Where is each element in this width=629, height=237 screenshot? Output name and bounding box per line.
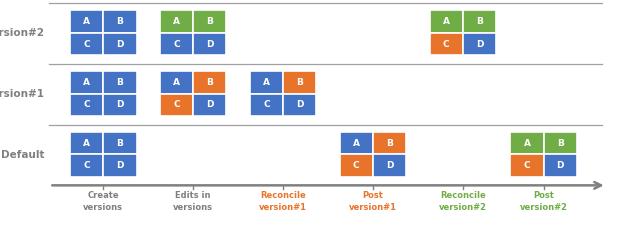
Text: B: B (386, 139, 393, 148)
Bar (283, 71, 316, 94)
Text: B: B (206, 78, 213, 87)
Bar (193, 33, 226, 55)
Bar (250, 71, 283, 94)
Bar (193, 71, 226, 94)
Bar (70, 132, 103, 154)
Text: A: A (173, 78, 180, 87)
Text: C: C (353, 161, 360, 170)
Text: Version#2: Version#2 (0, 28, 45, 38)
Bar (430, 10, 463, 33)
Text: A: A (353, 139, 360, 148)
Bar (193, 94, 226, 116)
Bar (160, 33, 193, 55)
Bar (70, 154, 103, 177)
Text: C: C (84, 40, 90, 49)
Text: B: B (476, 17, 483, 26)
Text: Post
version#2: Post version#2 (520, 191, 567, 212)
Bar (70, 94, 103, 116)
Bar (373, 154, 406, 177)
Text: D: D (116, 161, 124, 170)
Text: D: D (557, 161, 564, 170)
Bar (103, 71, 136, 94)
Text: A: A (443, 17, 450, 26)
Bar (193, 10, 226, 33)
Bar (373, 132, 406, 154)
Bar (70, 33, 103, 55)
Text: Reconcile
version#2: Reconcile version#2 (439, 191, 487, 212)
Text: C: C (84, 100, 90, 109)
Bar (510, 154, 543, 177)
Text: A: A (263, 78, 270, 87)
Text: Reconcile
version#1: Reconcile version#1 (259, 191, 307, 212)
Text: D: D (116, 100, 124, 109)
Bar (103, 132, 136, 154)
Text: A: A (83, 139, 90, 148)
Bar (160, 71, 193, 94)
Bar (160, 10, 193, 33)
Text: A: A (83, 17, 90, 26)
Text: C: C (173, 100, 180, 109)
Text: C: C (263, 100, 270, 109)
Bar (103, 154, 136, 177)
Text: B: B (296, 78, 303, 87)
Bar (70, 10, 103, 33)
Text: Edits in
versions: Edits in versions (173, 191, 213, 212)
Bar (430, 33, 463, 55)
Bar (463, 10, 496, 33)
Bar (463, 33, 496, 55)
Text: B: B (116, 78, 123, 87)
Text: Post
version#1: Post version#1 (349, 191, 397, 212)
Bar (283, 94, 316, 116)
Text: C: C (84, 161, 90, 170)
Bar (340, 132, 373, 154)
Bar (70, 71, 103, 94)
Bar (160, 94, 193, 116)
Text: D: D (206, 100, 214, 109)
Text: Version#1: Version#1 (0, 89, 45, 99)
Text: C: C (443, 40, 450, 49)
Text: B: B (116, 139, 123, 148)
Text: A: A (83, 78, 90, 87)
Text: C: C (524, 161, 530, 170)
Text: B: B (116, 17, 123, 26)
Bar (103, 94, 136, 116)
Bar (103, 33, 136, 55)
Text: Default: Default (1, 150, 45, 160)
Text: C: C (173, 40, 180, 49)
Text: B: B (206, 17, 213, 26)
Text: B: B (557, 139, 564, 148)
Bar (543, 154, 577, 177)
Bar (340, 154, 373, 177)
Text: D: D (476, 40, 483, 49)
Text: D: D (386, 161, 393, 170)
Text: D: D (116, 40, 124, 49)
Text: A: A (173, 17, 180, 26)
Text: D: D (206, 40, 214, 49)
Text: D: D (296, 100, 303, 109)
Text: Create
versions: Create versions (83, 191, 123, 212)
Bar (543, 132, 577, 154)
Bar (103, 10, 136, 33)
Text: A: A (523, 139, 530, 148)
Bar (510, 132, 543, 154)
Bar (250, 94, 283, 116)
